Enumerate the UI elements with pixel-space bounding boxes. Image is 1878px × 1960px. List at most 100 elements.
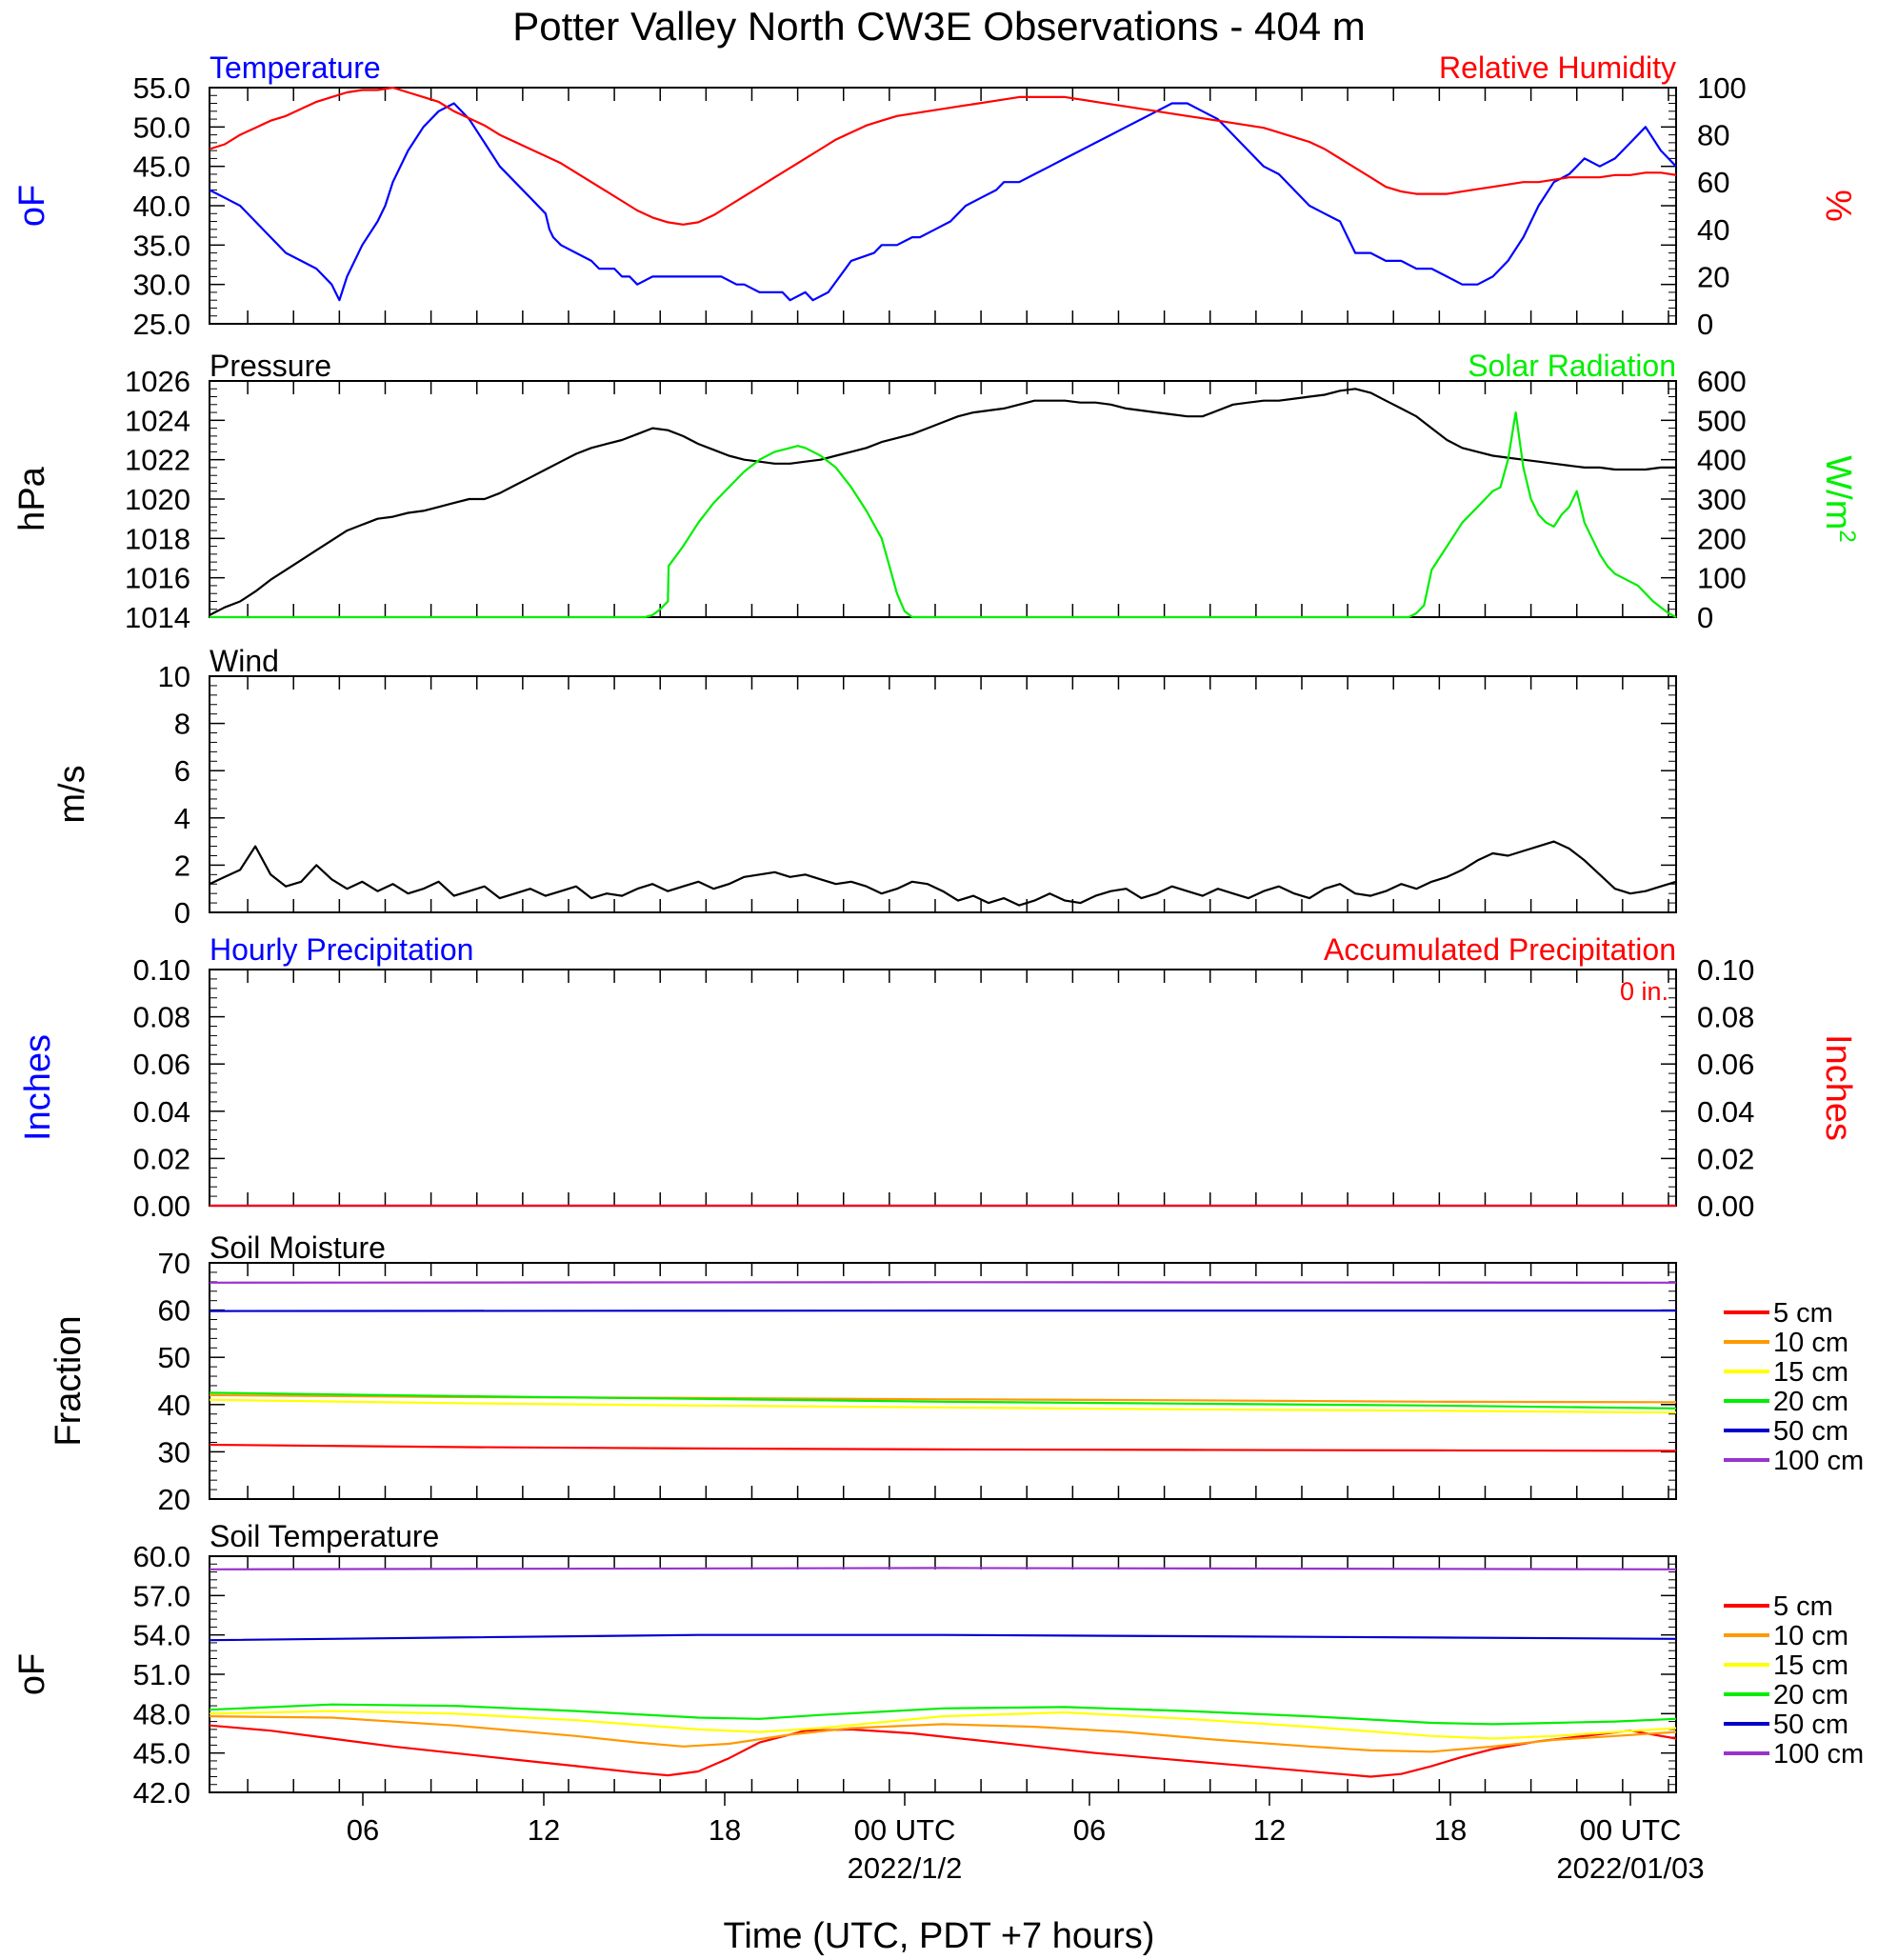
y-tick-label-left: 40 — [158, 1389, 190, 1422]
legend-label: 50 cm — [1773, 1416, 1848, 1447]
y-tick-label-left: 40.0 — [133, 190, 190, 223]
y-tick-label-left: 1024 — [125, 404, 190, 437]
legend-label: 10 cm — [1773, 1328, 1848, 1358]
soil-temperature-panel: Soil Temperature oF 60.0 57.0 54.0 51.0 48.0… — [12, 1519, 1864, 1810]
soil-temperature-axis-label: oF — [12, 1653, 52, 1695]
y-tick-label-right: 200 — [1697, 522, 1747, 555]
pressure-solar-panel: Pressure Solar Radiation hPa W/m2 1026 10… — [12, 349, 1860, 634]
y-tick-label-left: 2 — [174, 849, 190, 882]
wind-title: Wind — [210, 644, 279, 678]
accumulated-total-label: 0 in. — [1620, 977, 1668, 1006]
panel-frame — [209, 969, 1677, 1207]
y-tick-label-right: 0 — [1697, 308, 1713, 341]
y-tick-label-left: 60 — [158, 1294, 190, 1328]
x-tick-label: 06 — [347, 1813, 379, 1847]
temperature-axis-label: oF — [12, 185, 52, 227]
y-tick-label-left: 0 — [174, 896, 190, 930]
y-tick-label-left: 50.0 — [133, 110, 190, 144]
time-axis: 06 12 18 00 UTC 06 12 18 00 UTC 2022/1/2 2022/01/… — [347, 1792, 1705, 1885]
y-tick-label-left: 60.0 — [133, 1540, 190, 1573]
panel-frame — [209, 380, 1677, 618]
y-tick-label-right: 0 — [1697, 601, 1713, 634]
y-tick-label-left: 0.02 — [133, 1142, 190, 1175]
solar-radiation-title: Solar Radiation — [1468, 349, 1676, 383]
y-tick-label-left: 1018 — [125, 522, 190, 555]
y-tick-label-left: 25.0 — [133, 308, 190, 341]
y-tick-label-right: 0.08 — [1697, 1001, 1754, 1034]
y-tick-label-right: 0.00 — [1697, 1190, 1754, 1223]
series-line-relative-humidity — [209, 86, 1677, 226]
y-tick-label-left: 55.0 — [133, 71, 190, 105]
x-tick-label: 06 — [1073, 1813, 1106, 1847]
figure-title: Potter Valley North CW3E Observations - … — [512, 4, 1366, 49]
y-tick-label-left: 30 — [158, 1435, 190, 1469]
y-tick-label-left: 50 — [158, 1341, 190, 1374]
temperature-humidity-panel: Temperature Relative Humidity oF % 55.0 5… — [12, 50, 1858, 341]
legend-label: 15 cm — [1773, 1357, 1848, 1388]
legend-label: 100 cm — [1773, 1739, 1864, 1770]
y-tick-label-left: 0.06 — [133, 1048, 190, 1081]
y-tick-label-right: 0.06 — [1697, 1048, 1754, 1081]
solar-radiation-axis-label: W/m2 — [1818, 455, 1860, 542]
y-tick-label-left: 4 — [174, 802, 190, 835]
series-line-50-cm — [209, 1309, 1676, 1312]
series-line-pressure — [209, 388, 1676, 616]
series-line-100-cm — [209, 1281, 1677, 1284]
series-line-5-cm — [209, 1443, 1677, 1452]
y-tick-label-left: 0.00 — [133, 1190, 190, 1223]
y-tick-label-left: 6 — [174, 754, 190, 788]
temperature-title: Temperature — [210, 50, 381, 85]
y-tick-label-right: 80 — [1697, 119, 1729, 152]
y-tick-label-left: 0.04 — [133, 1095, 190, 1129]
humidity-axis-label: % — [1818, 190, 1858, 222]
pressure-title: Pressure — [210, 349, 331, 383]
y-tick-label-left: 1014 — [125, 601, 190, 634]
legend-label: 5 cm — [1773, 1591, 1833, 1622]
y-tick-label-left: 42.0 — [133, 1776, 190, 1810]
y-tick-label-right: 100 — [1697, 71, 1747, 105]
legend-label: 20 cm — [1773, 1387, 1848, 1417]
legend-label: 20 cm — [1773, 1680, 1848, 1710]
legend-label: 5 cm — [1773, 1298, 1833, 1329]
legend-label: 100 cm — [1773, 1446, 1864, 1476]
soil-moisture-title: Soil Moisture — [210, 1230, 386, 1265]
y-tick-label-left: 1016 — [125, 562, 190, 595]
solar-unit-text: W/m — [1818, 455, 1858, 530]
x-tick-label: 12 — [528, 1813, 560, 1847]
y-tick-label-right: 500 — [1697, 404, 1747, 437]
series-line-15-cm — [209, 1710, 1677, 1740]
x-tick-label: 18 — [709, 1813, 741, 1847]
x-date-label: 2022/01/03 — [1556, 1851, 1704, 1885]
y-tick-label-left: 1026 — [125, 365, 190, 398]
soil-temperature-title: Soil Temperature — [210, 1519, 439, 1553]
y-tick-label-left: 54.0 — [133, 1619, 190, 1652]
wind-panel: Wind m/s 10 8 6 4 2 0 — [52, 644, 1677, 930]
y-tick-label-left: 1020 — [125, 483, 190, 516]
series-line-solar-radiation — [210, 411, 1677, 619]
x-axis-title: Time (UTC, PDT +7 hours) — [724, 1916, 1155, 1956]
series-line-15-cm — [209, 1398, 1677, 1414]
panel-frame — [209, 675, 1677, 913]
y-tick-label-left: 30.0 — [133, 269, 190, 302]
relative-humidity-title: Relative Humidity — [1439, 50, 1676, 85]
wind-axis-label: m/s — [52, 765, 92, 823]
y-tick-label-left: 0.08 — [133, 1001, 190, 1034]
x-tick-label: 00 UTC — [854, 1813, 956, 1847]
hourly-precipitation-title: Hourly Precipitation — [210, 932, 473, 967]
y-tick-label-right: 60 — [1697, 166, 1729, 199]
x-tick-label: 12 — [1253, 1813, 1286, 1847]
y-tick-label-right: 100 — [1697, 562, 1747, 595]
series-line-20-cm — [209, 1391, 1677, 1410]
y-tick-label-left: 10 — [158, 660, 190, 693]
y-tick-label-left: 45.0 — [133, 1737, 190, 1770]
y-tick-label-right: 600 — [1697, 365, 1747, 398]
series-line-10-cm — [209, 1715, 1677, 1753]
series-line-50-cm — [209, 1633, 1677, 1642]
series-line-temperature — [209, 102, 1677, 302]
y-tick-label-left: 8 — [174, 708, 190, 741]
y-tick-label-left: 20 — [158, 1483, 190, 1516]
series-line-5-cm — [209, 1724, 1677, 1778]
y-tick-label-right: 0.10 — [1697, 953, 1754, 987]
y-tick-label-right: 40 — [1697, 213, 1729, 247]
